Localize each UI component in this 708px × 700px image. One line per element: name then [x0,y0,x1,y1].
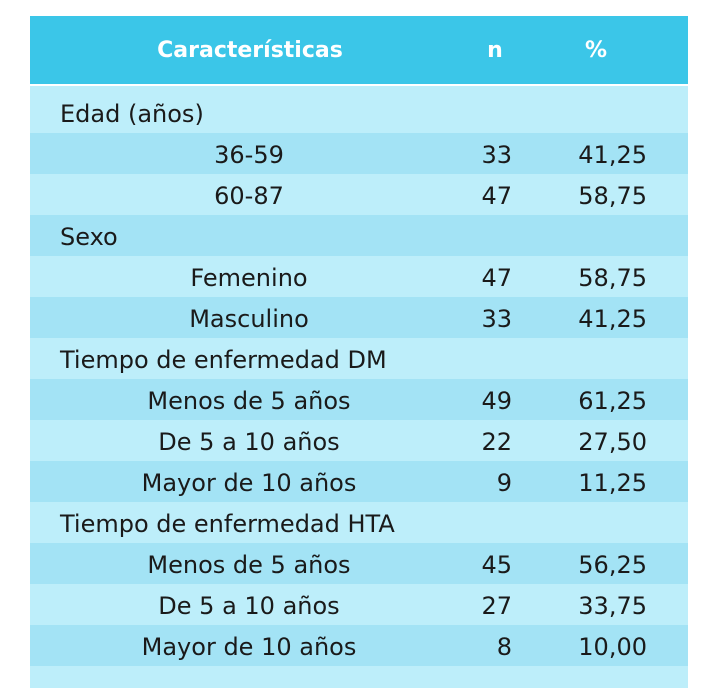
table-row: Mayor de 10 años 8 10,00 [30,625,688,666]
category-label: Tiempo de enfermedad DM [60,346,387,374]
header-percent: % [584,38,608,63]
percent-value: 41,25 [578,141,647,169]
n-value: 8 [496,633,512,661]
n-value: 33 [481,141,512,169]
percent-value: 11,25 [578,469,647,497]
subcategory-label: Mayor de 10 años [141,469,357,497]
percent-value: 61,25 [578,387,647,415]
table-header: Características n % [30,16,688,86]
subcategory-label: Mayor de 10 años [141,633,357,661]
table-row: De 5 a 10 años 22 27,50 [30,420,688,461]
table-row: 36-59 33 41,25 [30,133,688,174]
subcategory-label: De 5 a 10 años [158,592,340,620]
table-row: Edad (años) [30,92,688,133]
subcategory-label: Femenino [190,264,308,292]
subcategory-label: Masculino [189,305,309,333]
percent-value: 27,50 [578,428,647,456]
n-value: 47 [481,264,512,292]
subcategory-label: De 5 a 10 años [158,428,340,456]
category-label: Tiempo de enfermedad HTA [60,510,395,538]
category-label: Sexo [60,223,118,251]
table-row: Masculino 33 41,25 [30,297,688,338]
table-top-spacer [30,86,688,92]
n-value: 27 [481,592,512,620]
table-row: Femenino 47 58,75 [30,256,688,297]
percent-value: 56,25 [578,551,647,579]
percent-value: 10,00 [578,633,647,661]
characteristics-table: Características n % Edad (años) 36-59 33… [30,16,688,688]
subcategory-label: Menos de 5 años [147,387,351,415]
table-row: Tiempo de enfermedad DM [30,338,688,379]
percent-value: 58,75 [578,182,647,210]
category-label: Edad (años) [60,100,204,128]
header-n: n [487,38,503,63]
subcategory-label: Menos de 5 años [147,551,351,579]
header-caracteristicas: Características [157,38,343,63]
table-row: Sexo [30,215,688,256]
table-row: Menos de 5 años 49 61,25 [30,379,688,420]
percent-value: 41,25 [578,305,647,333]
table-row: 60-87 47 58,75 [30,174,688,215]
table-row: Tiempo de enfermedad HTA [30,502,688,543]
n-value: 45 [481,551,512,579]
table-row: Menos de 5 años 45 56,25 [30,543,688,584]
table-row: Mayor de 10 años 9 11,25 [30,461,688,502]
subcategory-label: 60-87 [214,182,284,210]
n-value: 22 [481,428,512,456]
percent-value: 33,75 [578,592,647,620]
table-bottom-spacer [30,666,688,688]
subcategory-label: 36-59 [214,141,284,169]
n-value: 49 [481,387,512,415]
n-value: 47 [481,182,512,210]
n-value: 33 [481,305,512,333]
percent-value: 58,75 [578,264,647,292]
n-value: 9 [496,469,512,497]
table-row: De 5 a 10 años 27 33,75 [30,584,688,625]
